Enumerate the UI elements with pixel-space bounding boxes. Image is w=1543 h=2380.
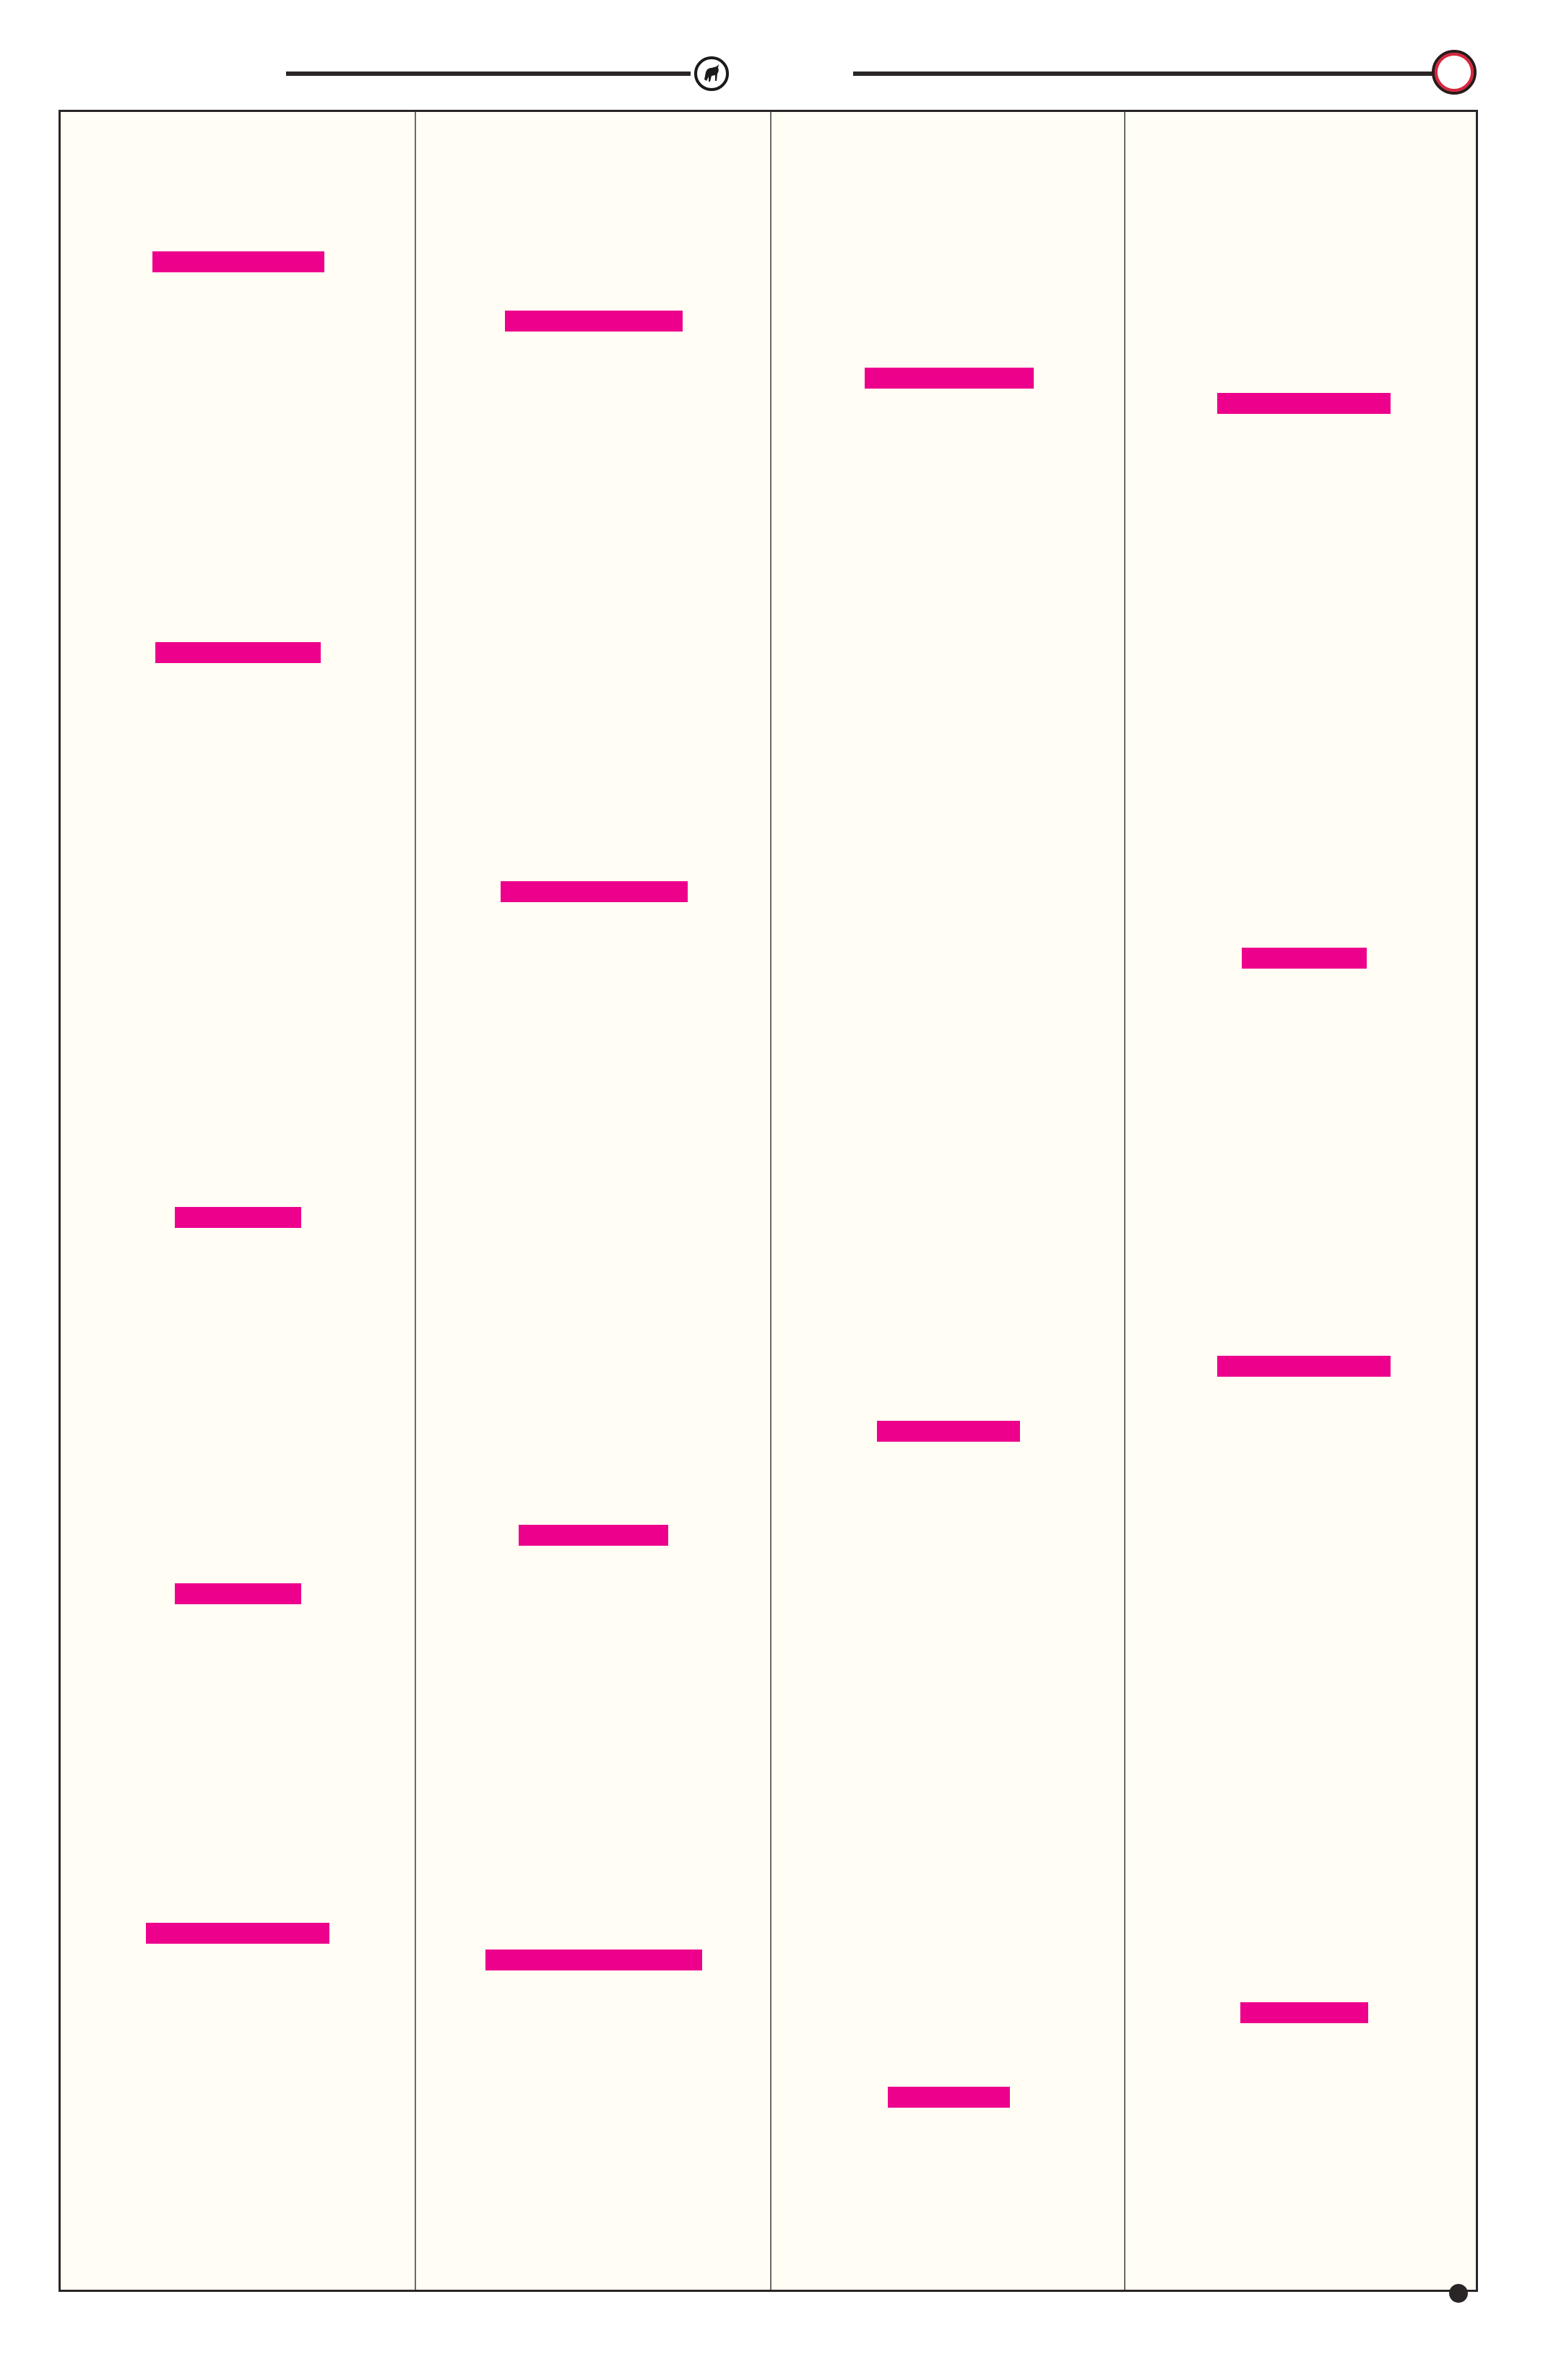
page-frame — [59, 110, 1478, 2292]
highlight-bar-column-1-2 — [155, 642, 321, 663]
highlight-bar-column-2-2 — [501, 881, 688, 902]
highlight-bar-column-4-1 — [1217, 393, 1391, 414]
highlight-bar-column-4-3 — [1217, 1356, 1391, 1377]
highlight-bar-column-4-4 — [1240, 2002, 1368, 2023]
column-divider — [770, 112, 772, 2290]
highlight-bar-column-3-2 — [877, 1421, 1020, 1442]
bull-emblem-icon — [694, 56, 729, 91]
column-divider — [415, 112, 416, 2290]
highlight-bar-column-3-3 — [888, 2087, 1010, 2108]
column-divider — [1124, 112, 1125, 2290]
highlight-bar-column-2-4 — [485, 1950, 702, 1970]
highlight-bar-column-1-3 — [175, 1207, 301, 1228]
highlight-bar-column-1-4 — [175, 1583, 301, 1604]
highlight-bar-column-1-1 — [152, 251, 324, 272]
filled-dot-icon — [1449, 2284, 1468, 2303]
highlight-bar-column-4-2 — [1242, 948, 1367, 969]
highlight-bar-column-1-5 — [146, 1923, 329, 1944]
highlight-bar-column-2-1 — [505, 311, 683, 332]
header-rule-left — [286, 72, 691, 76]
highlight-bar-column-2-3 — [519, 1525, 668, 1546]
red-ring-icon — [1432, 50, 1477, 95]
header-rule-right — [853, 72, 1435, 76]
highlight-bar-column-3-1 — [865, 368, 1034, 389]
